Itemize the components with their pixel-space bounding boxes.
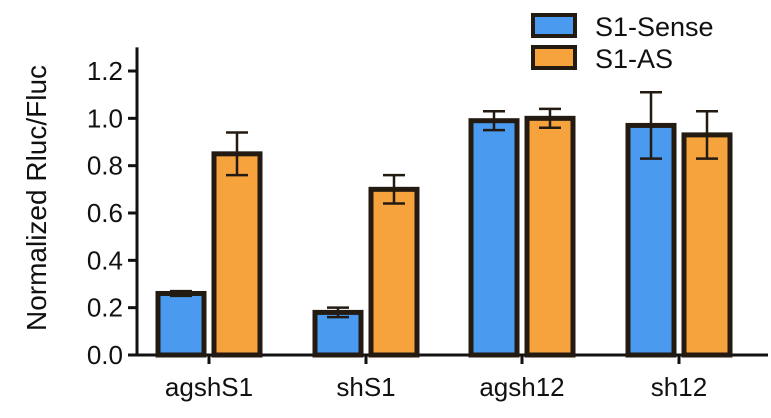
bar-s1-as [524,115,576,358]
y-tick-label: 1.0 [87,103,123,133]
bar-s1-sense [312,309,364,358]
axes: 0.0 0.2 0.4 0.6 0.8 1.0 1.2 agshS1 shS1 agsh12 sh1… [87,47,768,402]
bar-s1-sense [625,122,677,358]
bar-s1-as [681,132,733,358]
legend-swatch [531,45,577,70]
y-tick-label: 0.4 [87,245,123,275]
bar-s1-sense [155,290,207,358]
y-tick-label: 0.8 [87,151,123,181]
bar-s1-as [211,151,263,358]
legend-label: S1-Sense [595,12,714,42]
y-tick-label: 0.6 [87,198,123,228]
x-tick-label: agsh12 [479,372,564,402]
legend-swatch [531,13,577,38]
y-axis-title: Normalized Rluc/Fluc [21,65,52,331]
y-tick-label: 0.0 [87,340,123,370]
bar-s1-sense [468,118,520,358]
x-tick-label: shS1 [336,372,395,402]
bar-s1-as [368,186,420,358]
y-tick-label: 1.2 [87,56,123,86]
y-tick-label: 0.2 [87,293,123,323]
x-tick-label: agshS1 [165,372,253,402]
bars [155,91,733,358]
legend-label: S1-AS [595,44,673,74]
x-tick-label: sh12 [651,372,707,402]
